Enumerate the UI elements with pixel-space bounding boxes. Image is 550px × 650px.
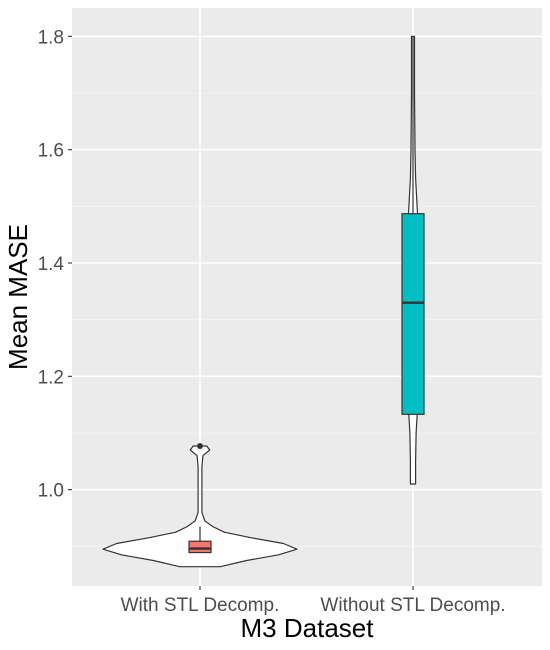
outlier-point	[197, 443, 203, 450]
y-tick-label: 1.8	[38, 27, 64, 48]
iqr-box	[401, 213, 425, 415]
axis-layer: 1.0 1.2 1.4 1.6 1.8 With STL Decomp. Without S…	[38, 27, 506, 616]
y-axis-title: Mean MASE	[3, 224, 33, 370]
y-tick-label: 1.6	[38, 141, 64, 162]
y-tick-label: 1.2	[38, 367, 64, 388]
y-tick-label: 1.0	[38, 481, 64, 502]
box-layer	[188, 36, 425, 554]
x-tick-label: With STL Decomp.	[121, 595, 280, 616]
iqr-box	[188, 540, 212, 554]
y-tick-label: 1.4	[38, 254, 65, 275]
x-axis-title: M3 Dataset	[241, 613, 375, 643]
panel-background	[72, 8, 542, 586]
x-tick-label: Without STL Decomp.	[320, 595, 505, 616]
violin-shape	[102, 445, 298, 568]
